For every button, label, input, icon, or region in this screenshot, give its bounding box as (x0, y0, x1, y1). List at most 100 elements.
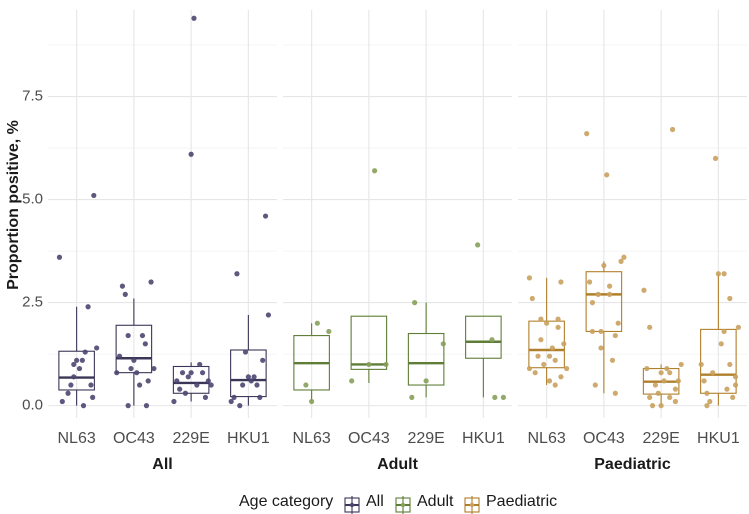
plot-layer (56, 15, 742, 409)
data-point (91, 192, 97, 199)
box-229e (171, 15, 214, 405)
data-point (188, 370, 194, 376)
data-point (609, 357, 616, 363)
x-tick-label: HKU1 (462, 430, 505, 447)
data-point (712, 155, 719, 161)
box-nl63 (56, 192, 100, 409)
panel-title-all: All (152, 456, 172, 473)
panel-title-paediatric: Paediatric (594, 456, 671, 473)
data-point (558, 279, 564, 285)
box-oc43 (349, 168, 389, 384)
data-point (142, 341, 148, 347)
box-nl63 (293, 320, 332, 405)
data-point (595, 291, 601, 297)
data-point (143, 403, 150, 409)
legend: Age category All Adult Paediatric (239, 493, 557, 514)
data-point (240, 382, 246, 388)
data-point (85, 304, 91, 310)
data-point (228, 398, 234, 405)
legend-entries: All Adult Paediatric (344, 493, 557, 514)
box-iqr (350, 315, 388, 370)
data-point (440, 341, 446, 347)
data-point (265, 312, 272, 318)
data-point (188, 151, 194, 157)
box-oc43 (114, 279, 157, 409)
y-axis-label: Proportion positive, % (5, 120, 22, 290)
data-point (251, 374, 257, 380)
data-point (80, 403, 87, 409)
panel-all (56, 15, 272, 409)
data-point (555, 316, 561, 322)
data-point (423, 378, 429, 384)
box-iqr (700, 328, 737, 394)
data-point (500, 394, 507, 400)
data-point (79, 357, 85, 363)
legend-entry-all: All (344, 493, 384, 514)
data-point (658, 370, 664, 376)
data-point (607, 291, 613, 297)
x-tick-label: HKU1 (227, 430, 270, 447)
data-point (561, 341, 567, 347)
data-point (254, 382, 260, 388)
data-point (727, 295, 733, 302)
data-point (88, 382, 94, 388)
data-point (234, 271, 240, 277)
data-point (492, 394, 498, 400)
data-point (647, 394, 653, 400)
data-point (730, 394, 736, 400)
grid-layer (48, 10, 747, 418)
data-point (704, 403, 710, 409)
data-point (179, 370, 186, 376)
data-point (675, 378, 681, 384)
data-point (237, 403, 243, 409)
data-point (615, 320, 621, 326)
data-point (546, 378, 553, 384)
data-point (151, 365, 157, 372)
x-tick-label: HKU1 (697, 430, 740, 447)
box-oc43 (584, 131, 627, 396)
data-point (116, 353, 123, 359)
data-point (125, 403, 131, 409)
y-axis-ticks: 0.0 2.5 5.0 7.5 (22, 88, 43, 414)
box-229e (641, 126, 684, 409)
data-point (260, 357, 266, 363)
box-nl63 (526, 275, 570, 388)
data-point (412, 300, 418, 306)
data-point (82, 349, 88, 355)
data-point (171, 398, 177, 405)
data-point (194, 382, 200, 388)
data-point (710, 370, 716, 376)
data-point (558, 374, 564, 380)
x-tick-label: 229E (407, 430, 444, 447)
data-point (114, 370, 120, 376)
data-point (68, 382, 74, 388)
data-point (526, 365, 533, 372)
data-point (90, 394, 96, 400)
data-point (182, 390, 188, 396)
x-tick-label: OC43 (348, 430, 390, 447)
data-point (698, 361, 704, 368)
legend-label: Adult (417, 493, 454, 510)
box-iqr (407, 332, 445, 386)
x-tick-label: NL63 (528, 430, 566, 447)
data-point (535, 353, 541, 359)
panel-adult (293, 168, 507, 405)
data-point (652, 382, 659, 388)
data-point (326, 328, 332, 335)
data-point (131, 357, 137, 363)
data-point (532, 370, 538, 376)
legend-label: All (366, 493, 384, 510)
data-point (586, 279, 593, 285)
data-point (71, 374, 77, 380)
data-point (707, 398, 713, 405)
data-point (134, 370, 140, 376)
data-point (76, 365, 83, 372)
data-point (94, 345, 100, 351)
data-point (314, 320, 320, 326)
data-point (601, 262, 607, 269)
box-iqr (115, 324, 153, 374)
data-point (667, 394, 673, 400)
data-point (678, 361, 684, 368)
data-point (732, 374, 739, 380)
